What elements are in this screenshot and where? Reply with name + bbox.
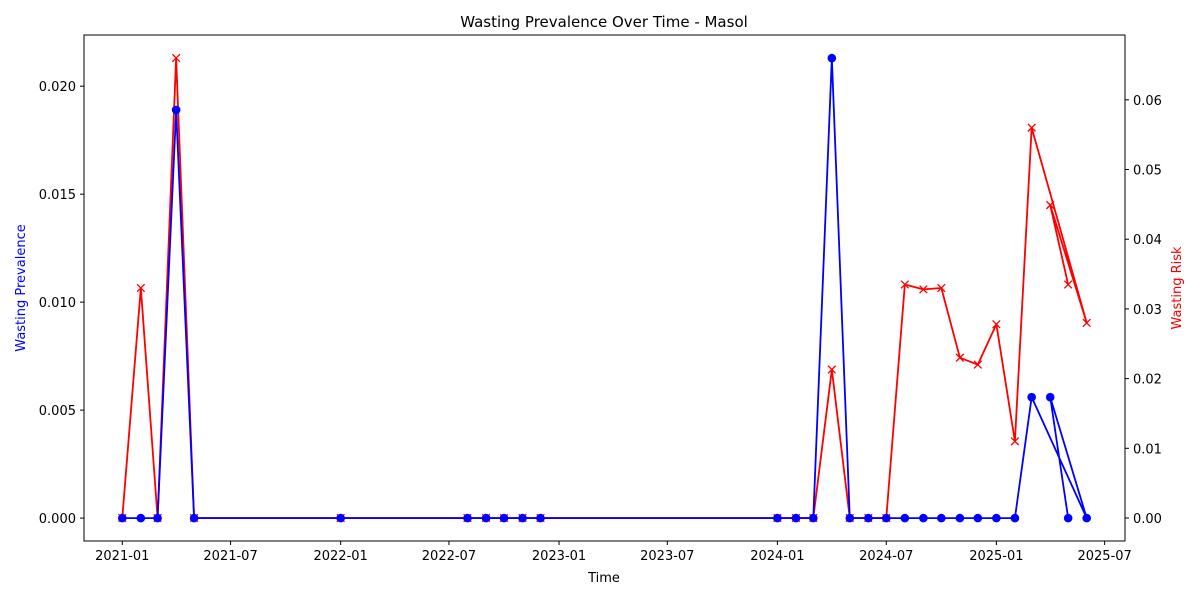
y-right-tick-label: 0.05 — [1133, 164, 1162, 179]
prevalence-point — [1027, 392, 1036, 402]
risk-point — [937, 283, 946, 293]
x-tick-label: 2024-01 — [750, 549, 804, 564]
risk-point — [1045, 200, 1055, 210]
x-tick-label: 2024-07 — [859, 549, 913, 564]
prevalence-point — [773, 513, 782, 523]
prevalence-point — [536, 513, 545, 523]
x-tick-label: 2021-07 — [203, 549, 257, 564]
prevalence-point — [463, 513, 472, 523]
risk-point — [973, 360, 983, 369]
prevalence-point — [937, 513, 946, 523]
risk-point — [900, 280, 910, 289]
prevalence-point — [973, 513, 983, 523]
x-tick-label: 2025-01 — [969, 549, 1023, 564]
prevalence-point — [189, 513, 199, 523]
risk-point — [992, 319, 1001, 329]
x-tick-label: 2022-01 — [313, 549, 367, 564]
risk-point — [1010, 437, 1020, 446]
y-axis-left: 0.000 0.005 0.010 0.015 0.020 — [39, 80, 84, 527]
y-axis-right: 0.00 0.01 0.02 0.03 0.04 0.05 0.06 — [1125, 94, 1162, 527]
risk-point — [1082, 318, 1091, 328]
y-left-tick-label: 0.010 — [39, 296, 76, 311]
prevalence-point — [171, 105, 181, 115]
prevalence-point — [117, 513, 127, 523]
y-right-tick-label: 0.01 — [1133, 442, 1162, 457]
y-right-tick-label: 0.00 — [1133, 512, 1162, 527]
prevalence-point — [481, 513, 491, 523]
x-tick-label: 2021-01 — [95, 549, 149, 564]
prevalence-point — [900, 513, 910, 523]
prevalence-point — [1063, 513, 1073, 523]
y-left-tick-label: 0.015 — [39, 188, 76, 203]
risk-point — [1063, 280, 1073, 289]
prevalence-point — [499, 513, 509, 523]
y-right-tick-label: 0.04 — [1133, 233, 1162, 248]
chart-title: Wasting Prevalence Over Time - Masol — [460, 13, 748, 31]
prevalence-series — [117, 53, 1092, 523]
prevalence-point — [808, 513, 818, 523]
prevalence-point — [1045, 392, 1055, 402]
prevalence-point — [136, 513, 146, 523]
risk-point — [1027, 123, 1036, 132]
prevalence-point — [791, 513, 801, 523]
x-tick-label: 2023-01 — [532, 549, 586, 564]
y-right-tick-label: 0.02 — [1133, 373, 1162, 388]
x-tick-label: 2025-07 — [1077, 549, 1131, 564]
prevalence-point — [827, 53, 837, 63]
risk-point — [171, 53, 181, 63]
prevalence-point — [881, 513, 891, 523]
x-axis-title: Time — [587, 571, 620, 586]
plot-frame — [83, 34, 1126, 542]
prevalence-point — [153, 513, 162, 523]
y-axis-right-title: Wasting Risk — [1170, 246, 1185, 330]
x-axis: 2021-01 2021-07 2022-01 2022-07 2023-01 2023-… — [95, 541, 1132, 564]
y-left-tick-label: 0.020 — [39, 80, 76, 95]
risk-point — [955, 353, 965, 362]
risk-point — [827, 365, 837, 374]
prevalence-point — [518, 513, 527, 523]
y-right-tick-label: 0.06 — [1133, 94, 1162, 109]
prevalence-point — [845, 513, 855, 523]
prevalence-point — [992, 513, 1001, 523]
x-tick-label: 2022-07 — [422, 549, 476, 564]
risk-series — [118, 53, 1091, 523]
prevalence-point — [336, 513, 345, 523]
prevalence-point — [1010, 513, 1020, 523]
prevalence-point — [919, 513, 928, 523]
risk-point — [136, 283, 146, 293]
y-left-tick-label: 0.000 — [39, 512, 76, 527]
prevalence-point — [1082, 513, 1092, 523]
y-right-tick-label: 0.03 — [1133, 303, 1162, 318]
prevalence-point — [864, 513, 873, 523]
y-left-tick-label: 0.005 — [39, 404, 76, 419]
y-axis-left-title: Wasting Prevalence — [14, 224, 29, 351]
risk-point — [919, 285, 928, 294]
x-tick-label: 2023-07 — [640, 549, 694, 564]
prevalence-point — [955, 513, 965, 523]
